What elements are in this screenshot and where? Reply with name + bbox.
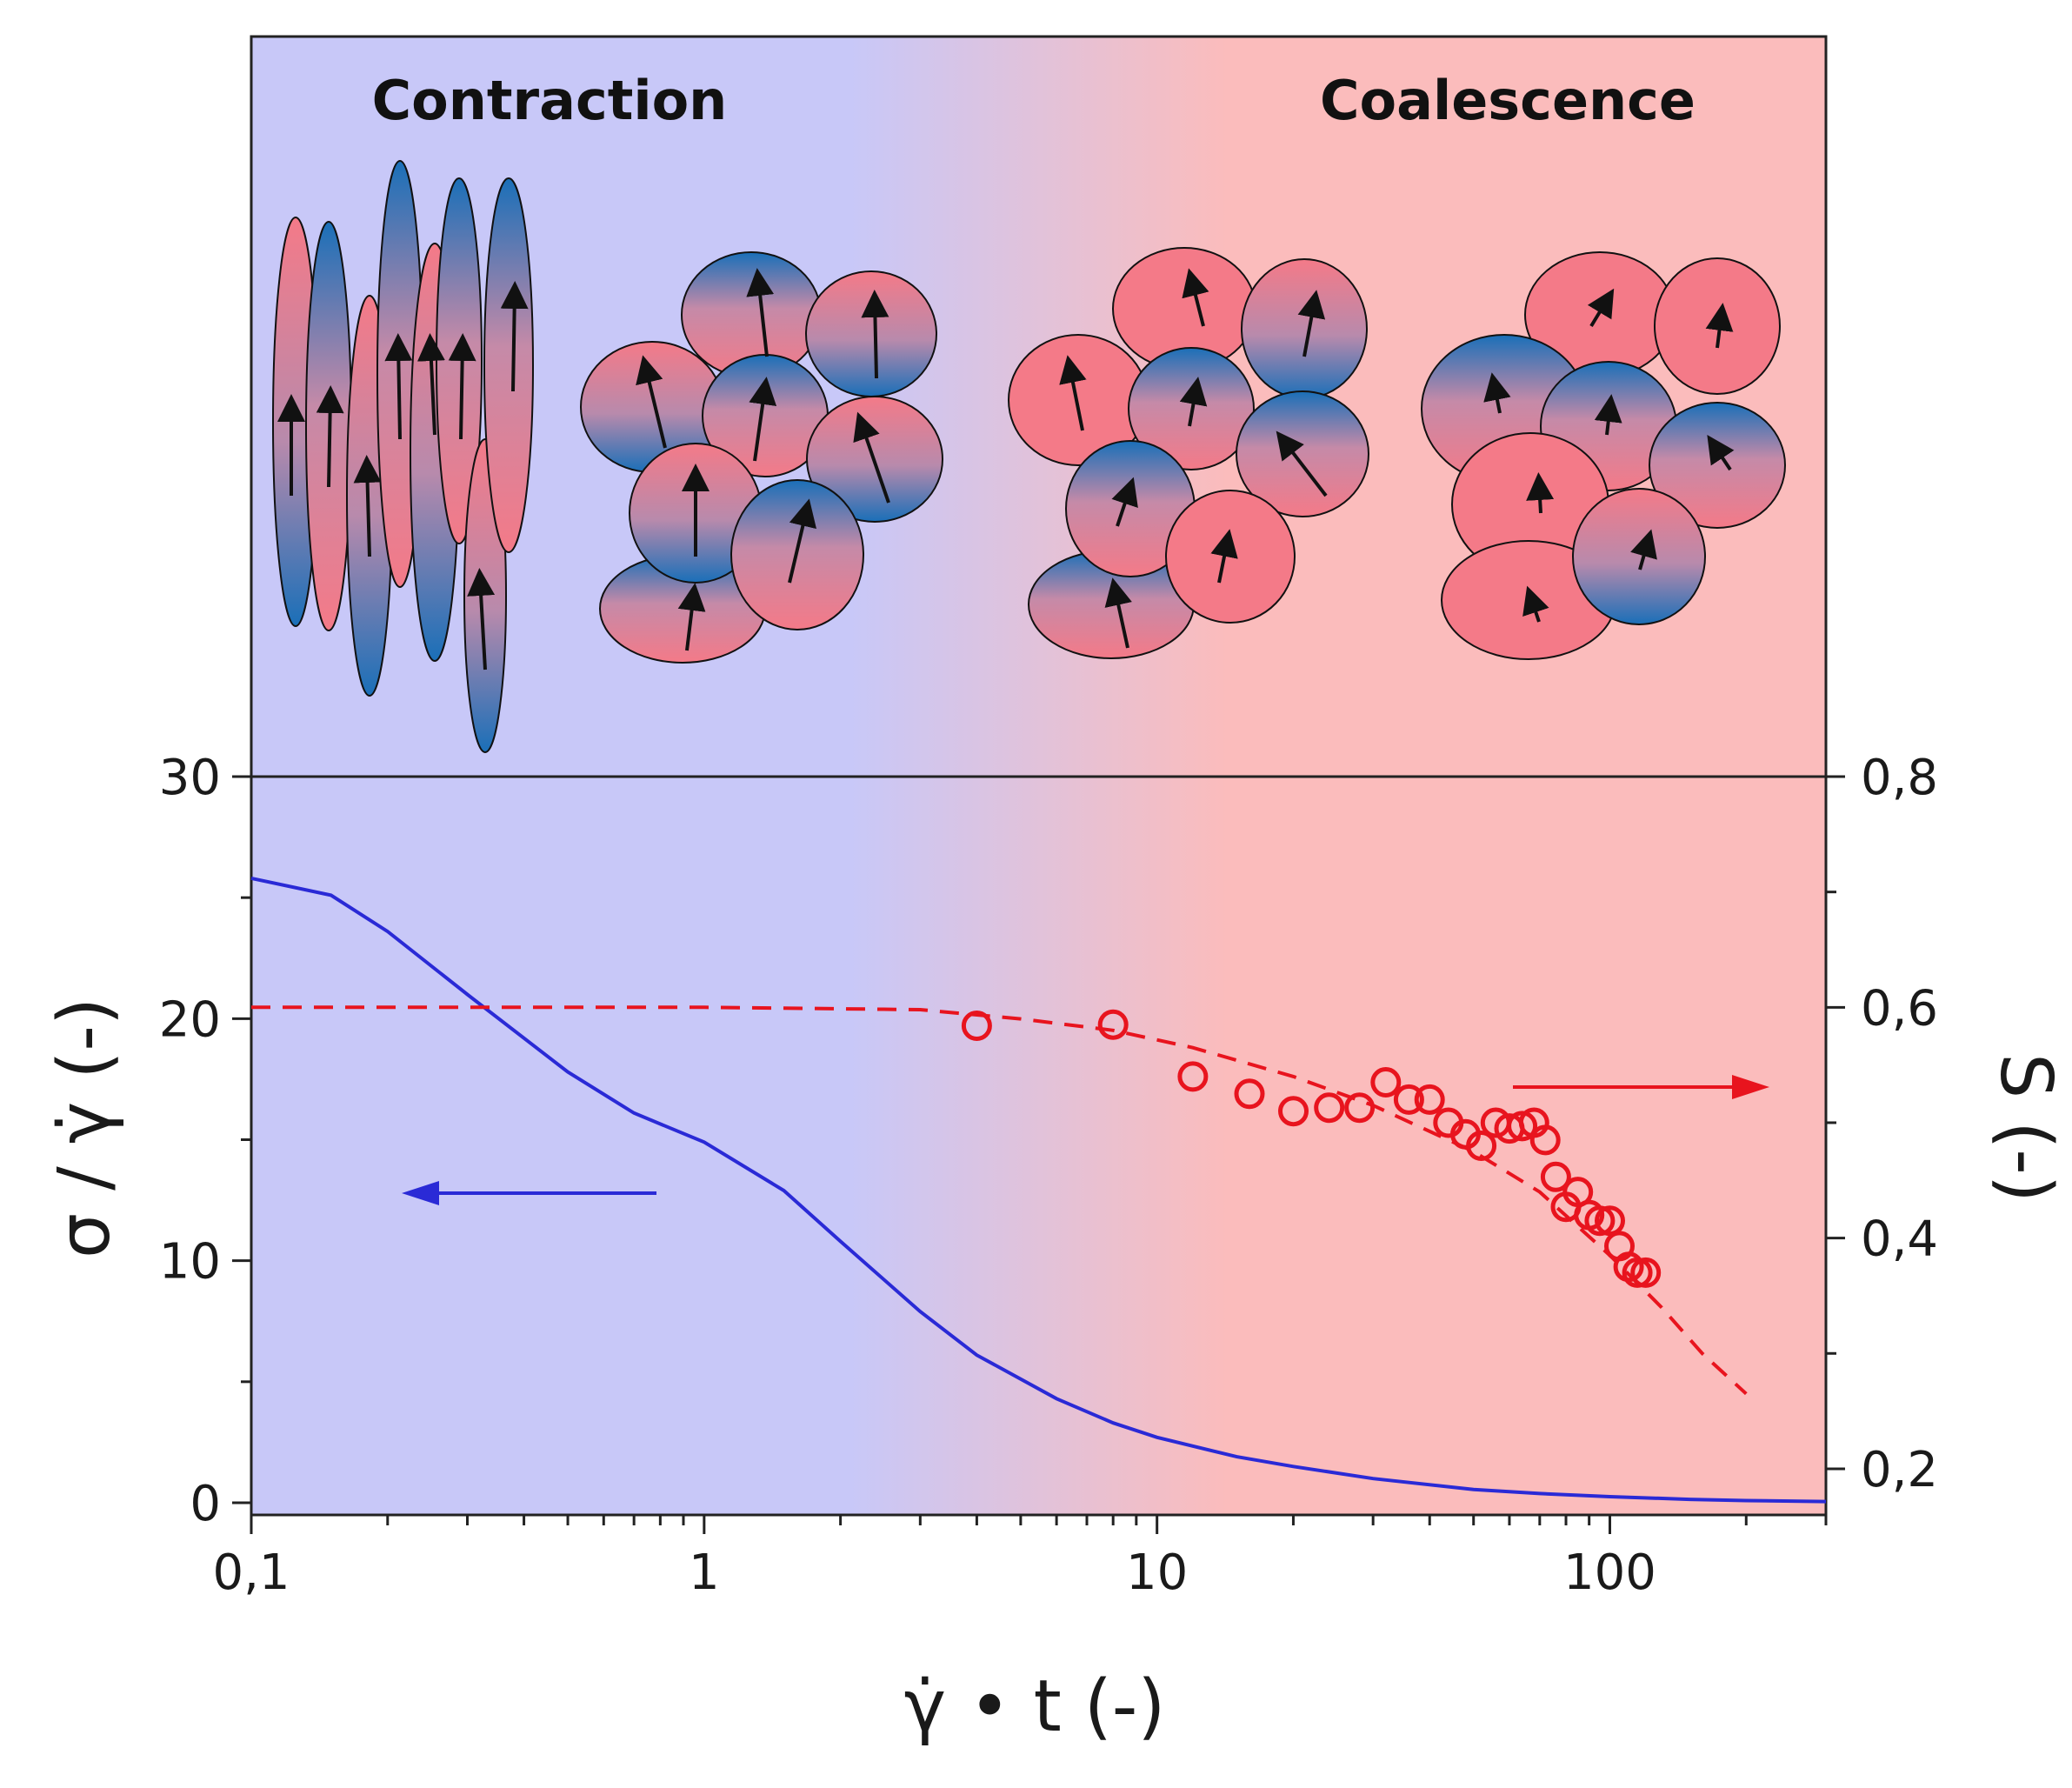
schematic-particle	[805, 270, 937, 397]
y-right-tick-label: 0,4	[1861, 1211, 1938, 1268]
order-data-point	[1466, 1131, 1497, 1161]
order-data-point	[1540, 1161, 1571, 1192]
order-data-point	[1584, 1205, 1616, 1237]
schematic-coalescence-early	[1008, 247, 1369, 659]
data-series	[250, 876, 1827, 1504]
order-data-point	[1595, 1205, 1625, 1237]
schematic-particle	[483, 177, 534, 553]
schematic-contraction-relaxed	[580, 251, 943, 664]
y-right-tick-label: 0,2	[1861, 1442, 1938, 1498]
y-right-tick-label: 0,8	[1861, 750, 1938, 806]
schematic-particle	[1572, 488, 1706, 625]
y-axis-left-title: σ / γ̇ (-)	[43, 997, 126, 1258]
y-axis-right-title: S (-)	[1984, 1053, 2067, 1203]
x-tick-label: 1	[689, 1544, 720, 1601]
order-data-point	[1097, 1009, 1129, 1040]
y-left-tick-label: 20	[159, 991, 221, 1048]
order-data-point	[1278, 1096, 1309, 1127]
order-data-point	[1314, 1092, 1345, 1124]
schematic-contraction-elongated	[272, 160, 534, 753]
order-data-point	[1177, 1061, 1209, 1092]
phase-label-coalescence: Coalescence	[1320, 69, 1696, 132]
order-data-point	[1507, 1111, 1538, 1142]
order-data-point	[1622, 1257, 1653, 1288]
schematic-particle	[1241, 258, 1368, 399]
y-left-tick-label: 30	[159, 750, 221, 806]
y-left-tick-label: 0	[190, 1476, 221, 1532]
order-data-point	[1370, 1067, 1402, 1097]
order-data-point	[1344, 1092, 1376, 1124]
order-data-point	[961, 1011, 992, 1041]
order-data-point	[1414, 1084, 1445, 1115]
y-right-tick-label: 0,6	[1861, 980, 1938, 1037]
order-data-point	[1234, 1078, 1265, 1110]
schematic-particle	[1165, 490, 1296, 624]
y-left-tick-label: 10	[159, 1234, 221, 1291]
order-data-point	[1529, 1124, 1561, 1156]
order-data-point	[1393, 1084, 1424, 1115]
x-tick-label: 0,1	[212, 1544, 290, 1601]
phase-label-contraction: Contraction	[372, 69, 728, 132]
arrow-stress-axis	[402, 1181, 656, 1205]
order-fit-line	[251, 1005, 1748, 1396]
x-tick-label: 10	[1126, 1544, 1188, 1601]
stress-line	[250, 876, 1827, 1504]
x-tick-label: 100	[1563, 1544, 1656, 1601]
schematic-coalescence-late	[1421, 251, 1786, 660]
schematic-particle	[1654, 257, 1781, 395]
arrow-order-axis	[1513, 1075, 1769, 1099]
axes: 0,1 1 10 100 0 10 20 30 0,2 0,4 0,6 0,8	[159, 750, 1938, 1601]
x-axis-title: γ̇ • t (-)	[904, 1665, 1166, 1748]
order-data-point	[1630, 1257, 1662, 1288]
